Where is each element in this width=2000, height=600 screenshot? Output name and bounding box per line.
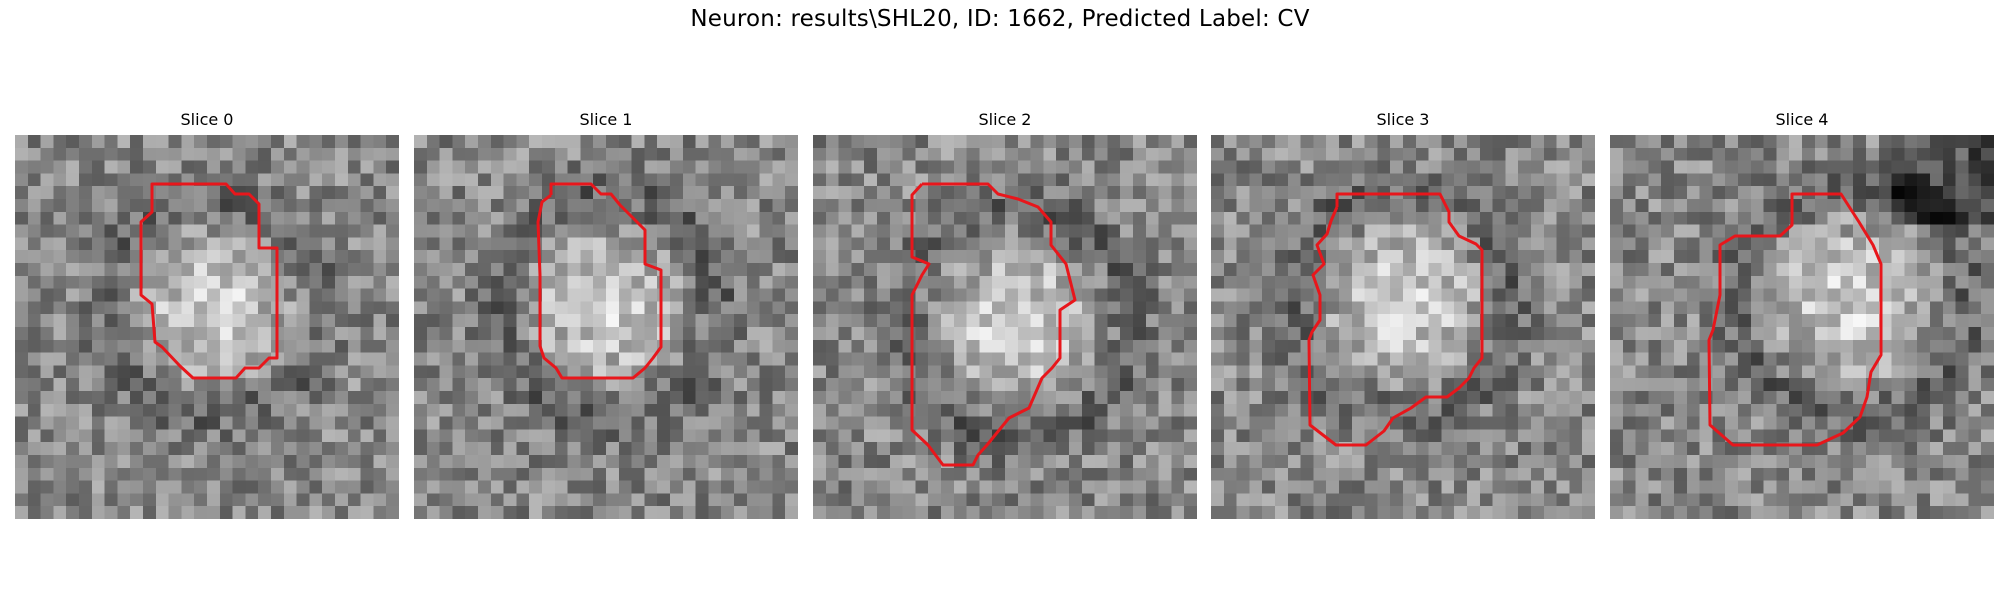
grayscale-patch — [1211, 135, 1595, 519]
slice-panel-1: Slice 1 — [414, 109, 798, 519]
figure-title: Neuron: results\SHL20, ID: 1662, Predict… — [690, 6, 1310, 32]
slice-panel-2: Slice 2 — [813, 109, 1197, 519]
slice-title: Slice 0 — [180, 110, 234, 129]
roi-contour — [139, 182, 279, 380]
roi-contour — [1707, 192, 1883, 447]
slice-title: Slice 1 — [579, 110, 633, 129]
slice-title: Slice 3 — [1376, 110, 1430, 129]
slice-title: Slice 4 — [1775, 110, 1829, 129]
slice-image — [1610, 135, 1994, 519]
slice-image — [414, 135, 798, 519]
grayscale-patch — [813, 135, 1197, 519]
slice-image — [813, 135, 1197, 519]
slice-panel-0: Slice 0 — [15, 109, 399, 519]
slice-title: Slice 2 — [978, 110, 1032, 129]
slice-image — [1211, 135, 1595, 519]
slice-image — [15, 135, 399, 519]
roi-contour — [910, 182, 1077, 467]
grayscale-patch — [1610, 135, 1994, 519]
grayscale-patch — [15, 135, 399, 519]
slice-panel-3: Slice 3 — [1211, 109, 1595, 519]
grayscale-patch — [414, 135, 798, 519]
slice-panel-4: Slice 4 — [1610, 109, 1994, 519]
roi-contour — [1307, 192, 1484, 447]
roi-contour — [536, 182, 663, 380]
